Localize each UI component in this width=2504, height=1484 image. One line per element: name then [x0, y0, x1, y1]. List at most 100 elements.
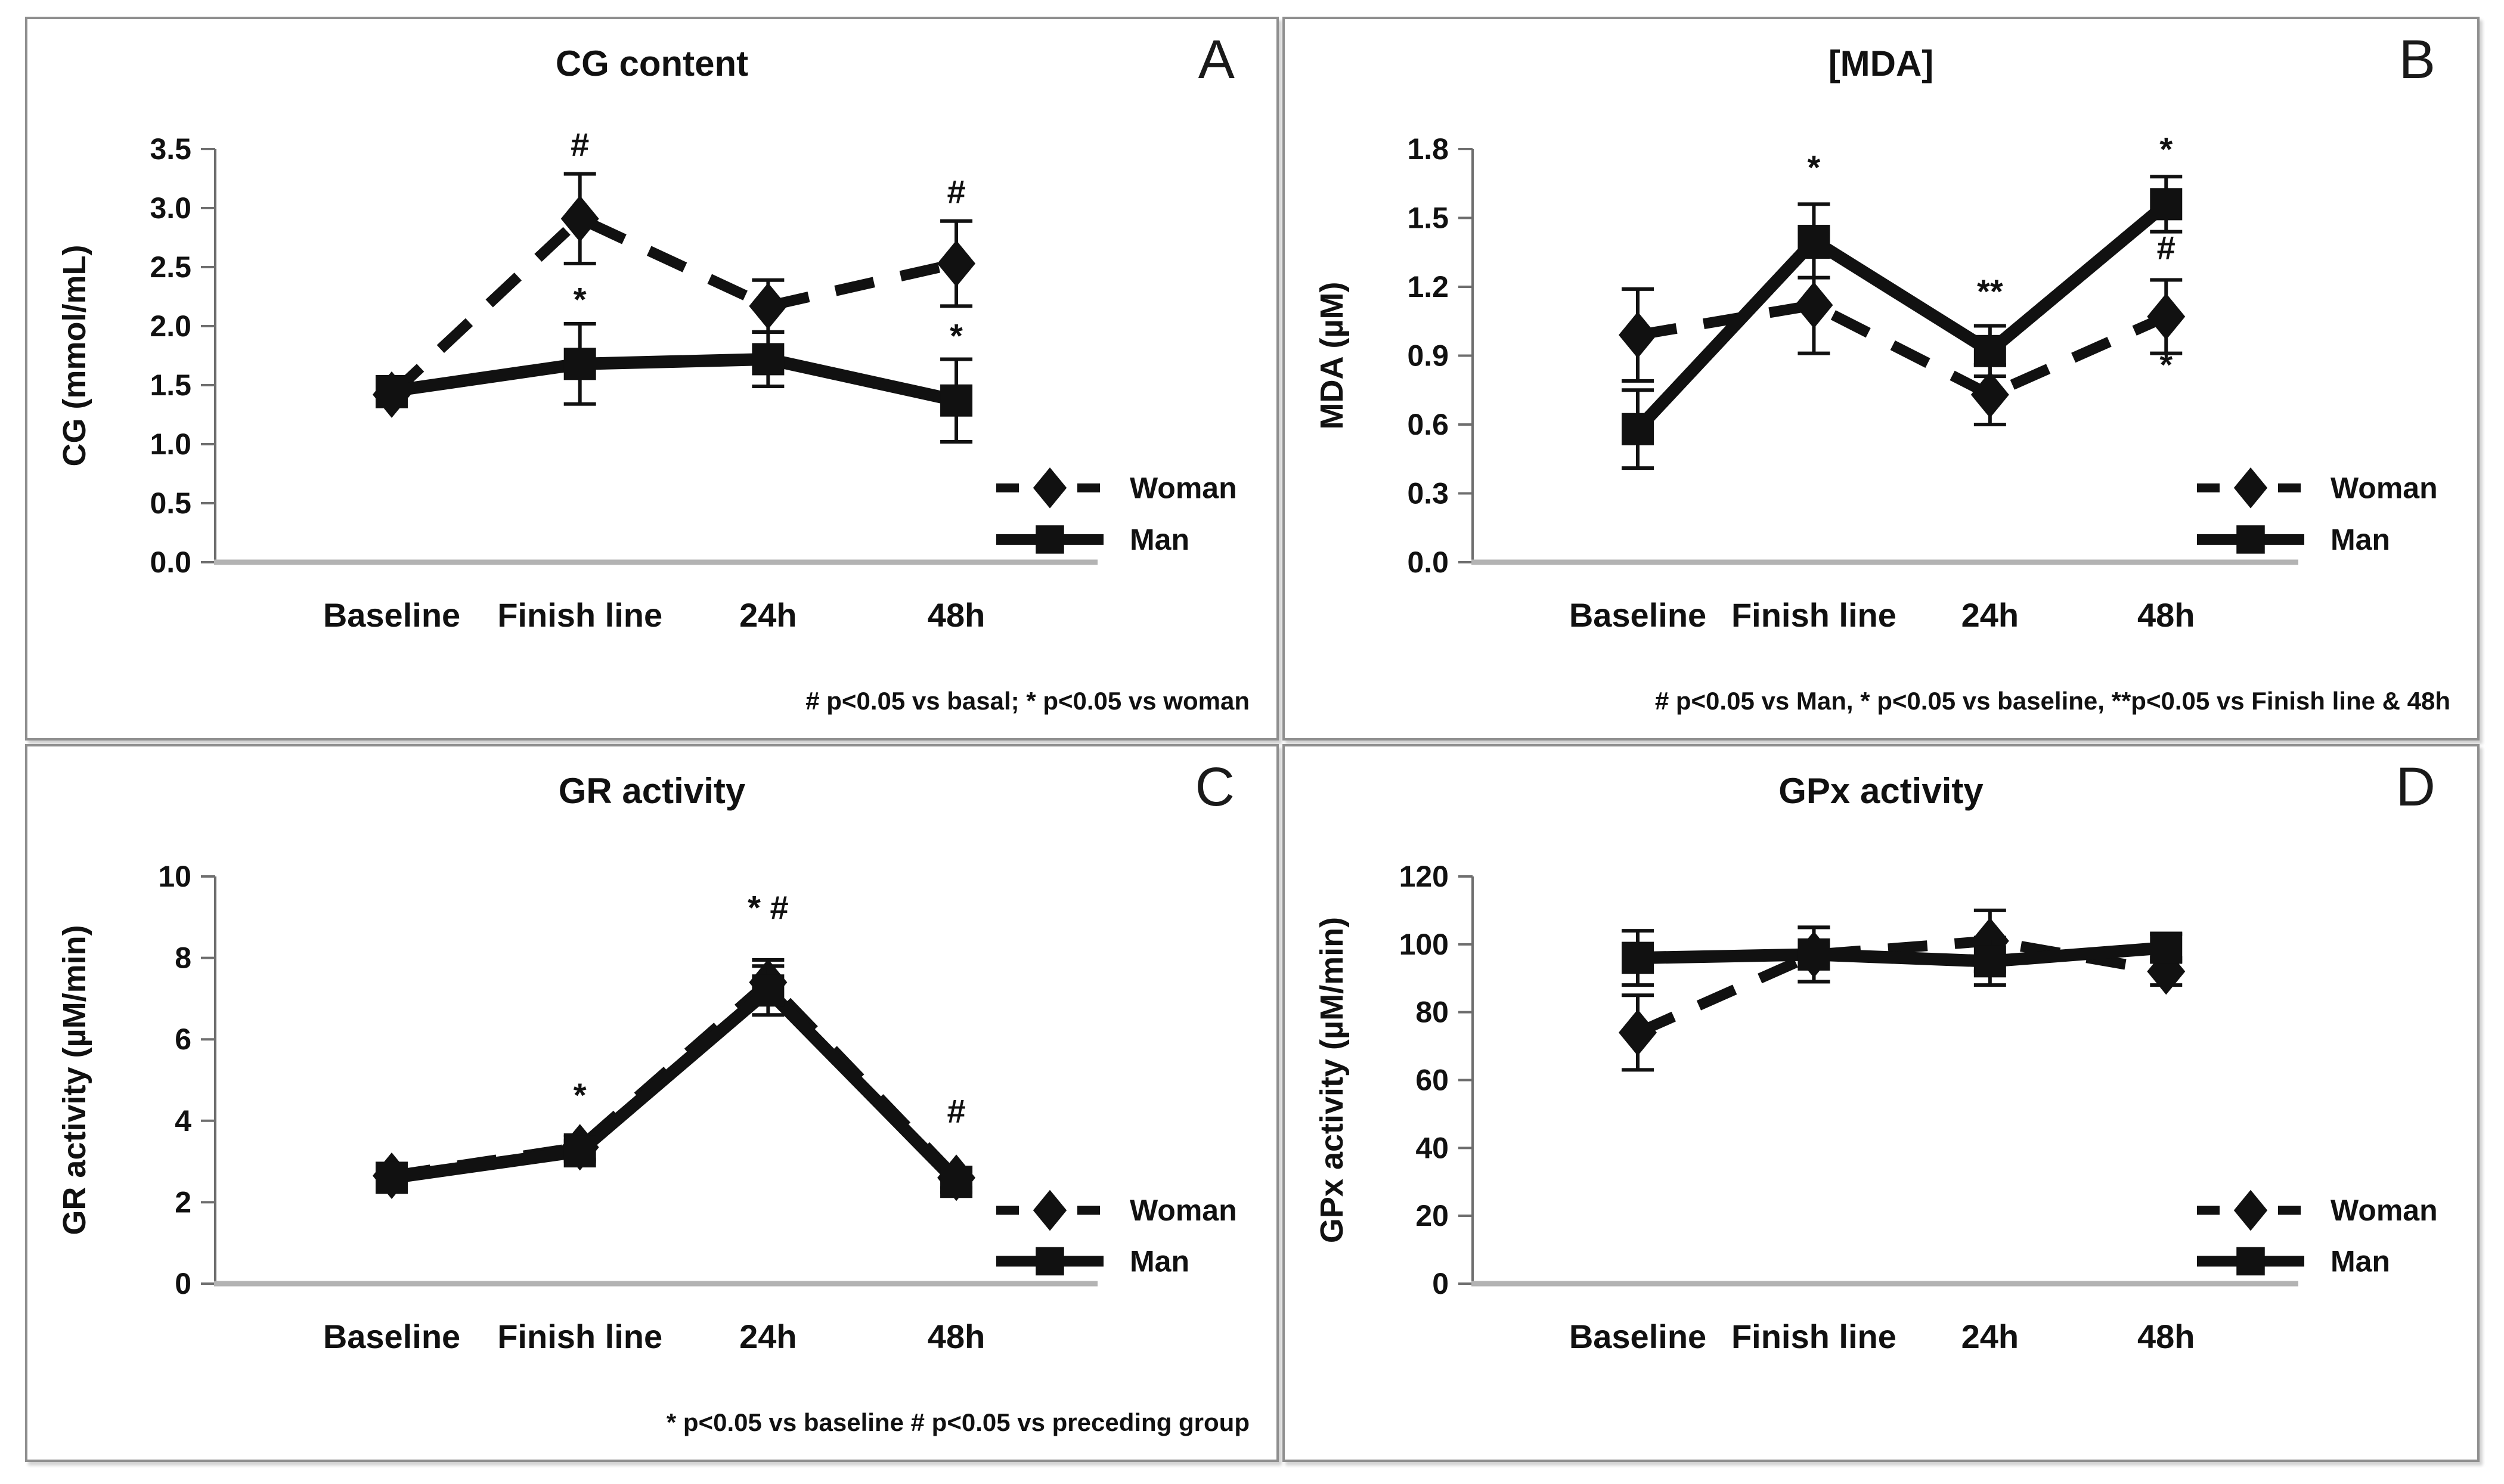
legend-label-woman: Woman [1130, 471, 1237, 504]
series-woman [1619, 255, 2186, 426]
panel-c: GR activity C 10 8 6 4 2 0 Baseline Finish line… [25, 744, 1279, 1462]
x-category-label: Baseline [1569, 596, 1706, 634]
y-tick-label: 40 [1415, 1131, 1449, 1164]
significance-marker: # [947, 173, 965, 210]
square-marker [1622, 413, 1654, 445]
series-line-woman [388, 212, 958, 399]
series-woman [1619, 908, 2186, 1072]
legend-label-man: Man [1130, 523, 1189, 556]
series-line-man [391, 352, 958, 407]
square-marker [1622, 941, 1654, 974]
series-man [376, 964, 973, 1198]
x-category-label: Finish line [1731, 596, 1896, 634]
y-tick-label: 100 [1399, 928, 1449, 961]
y-tick-label: 2.5 [150, 250, 191, 284]
square-marker [752, 343, 785, 376]
x-category-label: 24h [739, 596, 797, 634]
square-marker [940, 384, 973, 417]
y-tick-label: 0.6 [1407, 408, 1449, 441]
significance-footnote [1285, 1400, 2477, 1460]
y-axis-title: GPx activity (µM/min) [1314, 917, 1350, 1243]
square-marker [2236, 525, 2265, 554]
square-marker [2150, 188, 2183, 221]
significance-marker: ** [1977, 272, 2003, 310]
square-marker [1036, 525, 1064, 554]
y-tick-label: 60 [1415, 1064, 1449, 1097]
y-tick-label: 1.0 [150, 427, 191, 461]
y-axis-title: GR activity (µM/min) [57, 925, 92, 1235]
series-line-woman [391, 975, 960, 1182]
significance-marker: # [571, 126, 589, 163]
series-line-woman [1635, 935, 2167, 1038]
x-category-label: Finish line [1731, 1318, 1896, 1355]
chart-svg: 10 8 6 4 2 0 Baseline Finish line 24h 48h GR activ… [57, 860, 1237, 1355]
chart-svg: 3.5 3.0 2.5 2.0 1.5 1.0 0.5 0.0 Baseline Finish l… [57, 126, 1237, 634]
diamond-marker [1795, 281, 1833, 329]
y-tick-label: 3.5 [150, 132, 191, 166]
chart-area-gpx-activity: 120 100 80 60 40 20 0 Baseline Finish line 24h 48h… [1285, 817, 2477, 1400]
x-category-label: Baseline [1569, 1318, 1706, 1355]
significance-marker: * [2159, 346, 2173, 383]
y-tick-label: 3.0 [150, 191, 191, 225]
significance-marker: * [574, 280, 587, 318]
legend-label-man: Man [1130, 1244, 1189, 1278]
square-marker [2150, 931, 2183, 964]
panel-letter: C [1195, 757, 1235, 817]
panel-a-header: CG content A [27, 19, 1276, 89]
panel-c-header: GR activity C [27, 746, 1276, 817]
panel-title: GPx activity [1778, 771, 1984, 811]
square-marker [1973, 945, 2006, 978]
square-marker [563, 348, 596, 380]
legend-label-woman: Woman [2331, 471, 2438, 504]
series-line-man [1637, 941, 2167, 968]
x-category-label: 48h [2137, 596, 2195, 634]
x-category-label: Finish line [497, 596, 662, 634]
chart-area-mda: 1.8 1.5 1.2 0.9 0.6 0.3 0.0 Baseline Finish line… [1285, 89, 2477, 679]
x-category-label: Finish line [497, 1318, 662, 1355]
diamond-marker [2233, 467, 2268, 509]
x-category-label: 48h [928, 596, 986, 634]
y-tick-label: 2 [175, 1185, 191, 1219]
series-line-woman [1637, 299, 2168, 401]
significance-marker: # [947, 1092, 965, 1130]
panel-d: GPx activity D 120 100 80 60 40 20 0 Baseline Fi… [1282, 744, 2480, 1462]
series-man [1622, 925, 2183, 987]
y-axis-title: MDA (µM) [1314, 281, 1350, 429]
panel-title: [MDA] [1828, 44, 1934, 83]
panel-b-header: [MDA] B [1285, 19, 2477, 89]
x-category-label: 24h [1961, 1318, 2019, 1355]
significance-marker: * [2159, 130, 2173, 168]
series-man [1622, 175, 2183, 470]
y-tick-label: 1.8 [1407, 132, 1449, 166]
diamond-marker [1033, 1189, 1067, 1231]
significance-marker: * # [748, 889, 789, 927]
square-marker [1798, 225, 1830, 257]
panel-letter: B [2398, 29, 2435, 90]
significance-marker: * [574, 1076, 587, 1114]
y-tick-label: 80 [1415, 996, 1449, 1029]
y-tick-label: 0.0 [1407, 546, 1449, 579]
y-tick-label: 0.5 [150, 487, 191, 520]
y-tick-label: 0.0 [150, 546, 191, 579]
x-category-label: 24h [1961, 596, 2019, 634]
square-marker [1036, 1247, 1064, 1276]
square-marker [1798, 938, 1830, 971]
panel-letter: A [1198, 29, 1235, 90]
legend-label-woman: Woman [1130, 1194, 1237, 1227]
x-category-label: Baseline [323, 596, 460, 634]
panel-a: CG content A 3.5 3.0 2.5 2.0 1.5 1.0 0.5 0.0 Bas… [25, 17, 1279, 741]
diamond-marker [1619, 311, 1657, 358]
y-tick-label: 4 [175, 1104, 191, 1138]
diamond-marker [2147, 293, 2186, 340]
chart-svg: 1.8 1.5 1.2 0.9 0.6 0.3 0.0 Baseline Finish line… [1314, 130, 2438, 634]
square-marker [563, 1135, 596, 1168]
square-marker [2236, 1247, 2265, 1276]
y-tick-label: 20 [1415, 1199, 1449, 1232]
square-marker [376, 374, 408, 407]
legend-label-man: Man [2331, 1244, 2390, 1278]
y-tick-label: 2.0 [150, 309, 191, 343]
series-line-man [1633, 199, 2170, 433]
legend-label-man: Man [2331, 523, 2390, 556]
chart-area-gr-activity: 10 8 6 4 2 0 Baseline Finish line 24h 48h GR activ… [27, 817, 1276, 1400]
y-axis-title: CG (mmol/mL) [57, 245, 92, 467]
